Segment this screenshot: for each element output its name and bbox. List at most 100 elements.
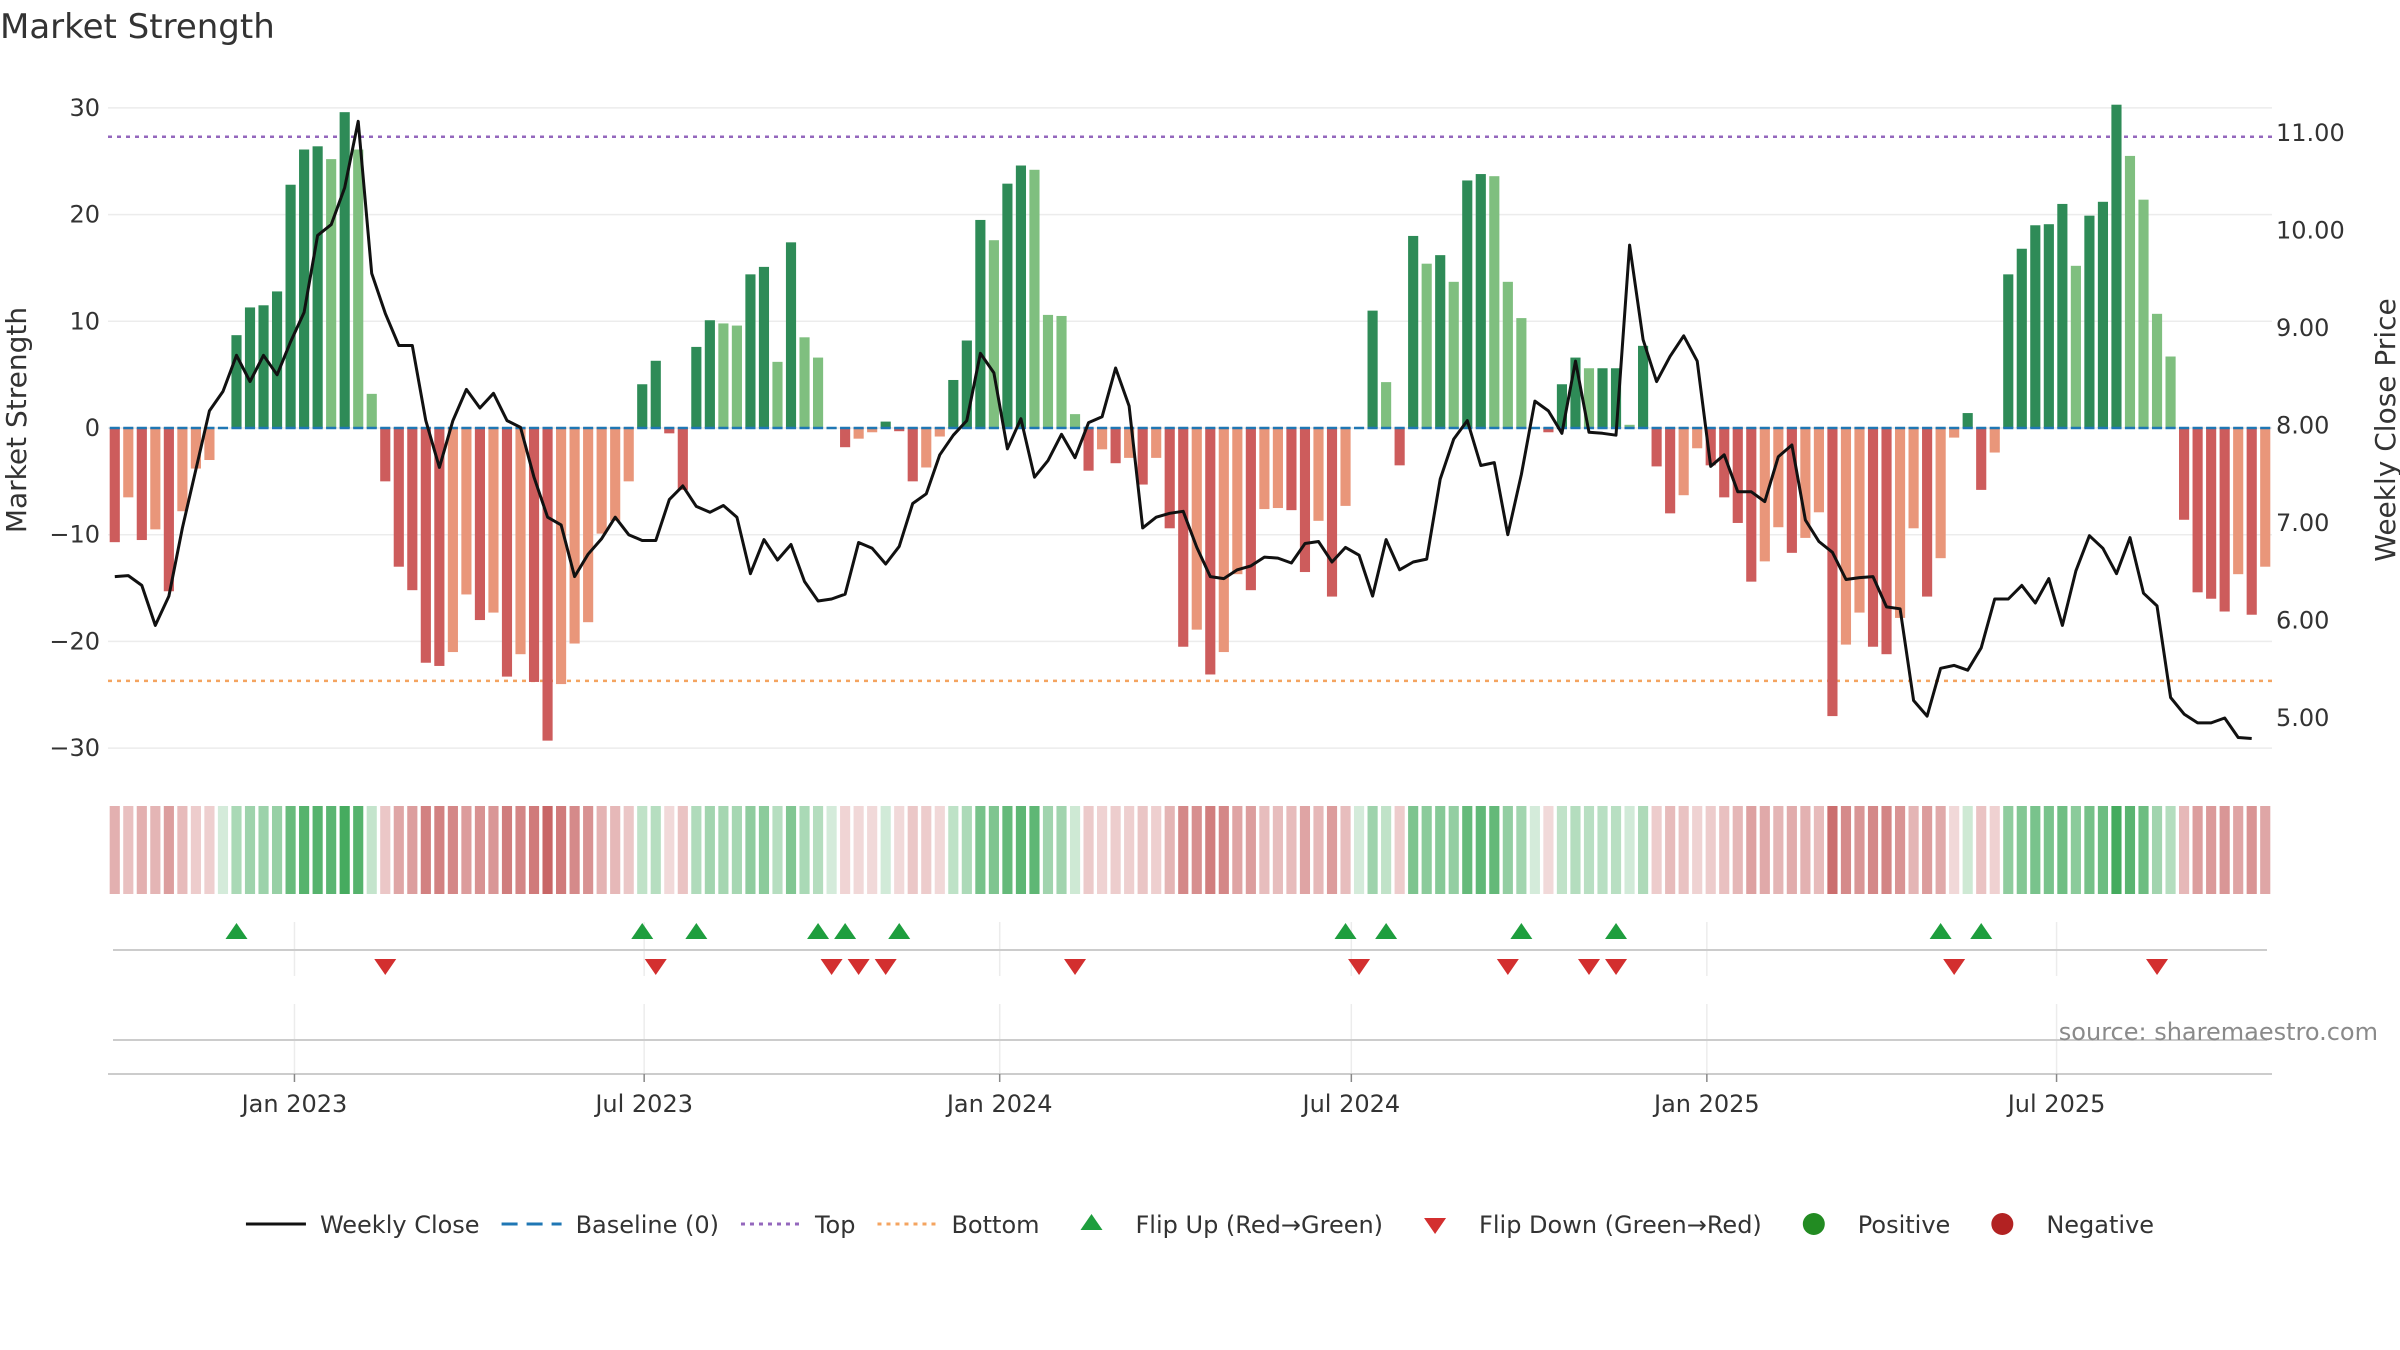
strip-cell — [650, 806, 661, 894]
strength-bar — [2030, 225, 2041, 428]
strength-bar — [1259, 428, 1270, 510]
strip-cell — [1097, 806, 1108, 894]
strength-bar — [366, 393, 377, 428]
strength-bar — [528, 428, 540, 682]
strip-cell — [853, 806, 864, 894]
strip-cell — [1326, 806, 1338, 894]
strip-cell — [623, 806, 634, 894]
strength-bar — [109, 428, 120, 543]
right-tick-label: 7.00 — [2276, 509, 2329, 537]
strip-cell — [231, 806, 242, 894]
strength-bar — [1245, 428, 1256, 591]
strength-bar — [1949, 428, 1960, 438]
strip-cell — [2030, 806, 2041, 894]
flip-up-marker — [1334, 923, 1357, 939]
strip-cell — [961, 806, 972, 894]
left-tick-label: −20 — [49, 627, 100, 655]
strength-bar — [461, 428, 472, 595]
strip-cell — [1665, 806, 1676, 894]
strip-cell — [745, 806, 756, 894]
strength-bar — [1232, 428, 1243, 575]
strength-bar — [1543, 428, 1554, 433]
strength-bar — [271, 291, 283, 428]
threshold-lines — [108, 135, 2272, 683]
strength-bar — [1313, 428, 1324, 521]
strength-bar — [1015, 165, 1027, 428]
strength-bar — [1976, 428, 1987, 490]
x-axis-ticks: Jan 2023 Jul 2023 Jan 2024 Jul 2024 Jan 2025… — [240, 1074, 2105, 1118]
strip-cell — [1989, 806, 2000, 894]
left-axis-title: Market Strength — [0, 307, 33, 533]
strength-bar — [1773, 428, 1784, 528]
strength-bar — [163, 428, 174, 592]
strip-cell — [1353, 806, 1365, 894]
strength-bar — [1083, 428, 1094, 471]
strip-cell — [1786, 806, 1797, 894]
strip-cell — [109, 806, 120, 894]
strip-cell — [2179, 806, 2190, 894]
strip-cell — [1840, 806, 1852, 894]
strength-bar — [501, 428, 513, 677]
strength-bar — [948, 379, 959, 428]
strip-cell — [434, 806, 445, 894]
strength-bar — [1462, 180, 1473, 428]
strip-cell — [150, 806, 161, 894]
strip-cell — [2260, 806, 2271, 894]
flip-up-marker — [888, 923, 911, 939]
strip-cell — [1191, 806, 1202, 894]
strip-cell — [1272, 806, 1283, 894]
flip-up-marker — [1510, 923, 1533, 939]
strength-bar — [1516, 318, 1527, 428]
strip-cell — [1448, 806, 1459, 894]
strength-bar — [542, 428, 553, 741]
strength-bar — [353, 149, 364, 428]
legend-label: Positive — [1858, 1211, 1951, 1239]
strength-bar — [2260, 428, 2271, 567]
strength-bar — [596, 428, 607, 534]
strength-bar — [1394, 428, 1405, 466]
strength-bar — [799, 337, 810, 428]
strength-bar — [1692, 428, 1703, 449]
strength-bar — [921, 428, 932, 468]
strip-cell — [2138, 806, 2149, 894]
strength-bar — [1056, 315, 1067, 428]
strip-cell — [1867, 806, 1879, 894]
strip-cell — [1042, 806, 1054, 894]
x-tick-label: Jan 2025 — [1652, 1090, 1760, 1118]
strip-cell — [799, 806, 810, 894]
strength-bar — [2179, 428, 2190, 520]
strip-cell — [1110, 806, 1121, 894]
strip-cell — [1922, 806, 1933, 894]
strength-bar — [718, 323, 729, 428]
strip-cell — [380, 806, 391, 894]
strip-cell — [407, 806, 418, 894]
strip-cell — [1719, 806, 1730, 894]
strip-cell — [1421, 806, 1432, 894]
flip-down-marker — [1943, 959, 1966, 975]
strength-bar — [1421, 263, 1432, 428]
strip-cell — [907, 806, 918, 894]
strength-bar — [420, 428, 431, 663]
strength-bar — [1205, 428, 1216, 675]
strip-cell — [664, 806, 675, 894]
strip-cell — [556, 806, 567, 894]
strip-cell — [1692, 806, 1703, 894]
strength-bar — [1448, 281, 1459, 428]
strength-bar — [1759, 428, 1770, 562]
strength-bar — [2016, 248, 2027, 428]
strength-bar — [988, 240, 999, 428]
strip-cell — [474, 806, 486, 894]
strength-bar — [2124, 155, 2136, 429]
strip-cell — [515, 806, 526, 894]
left-tick-label: 10 — [69, 307, 100, 335]
strip-cell — [610, 806, 621, 894]
strip-cell — [1381, 806, 1392, 894]
strength-bar — [664, 428, 675, 434]
strip-cell — [1854, 806, 1865, 894]
strength-bar — [1489, 176, 1500, 428]
strength-bar — [1922, 428, 1933, 597]
strip-cell — [488, 806, 499, 894]
left-tick-label: 30 — [69, 94, 100, 122]
strip-cell — [1962, 806, 1973, 894]
strength-bar — [758, 266, 770, 428]
